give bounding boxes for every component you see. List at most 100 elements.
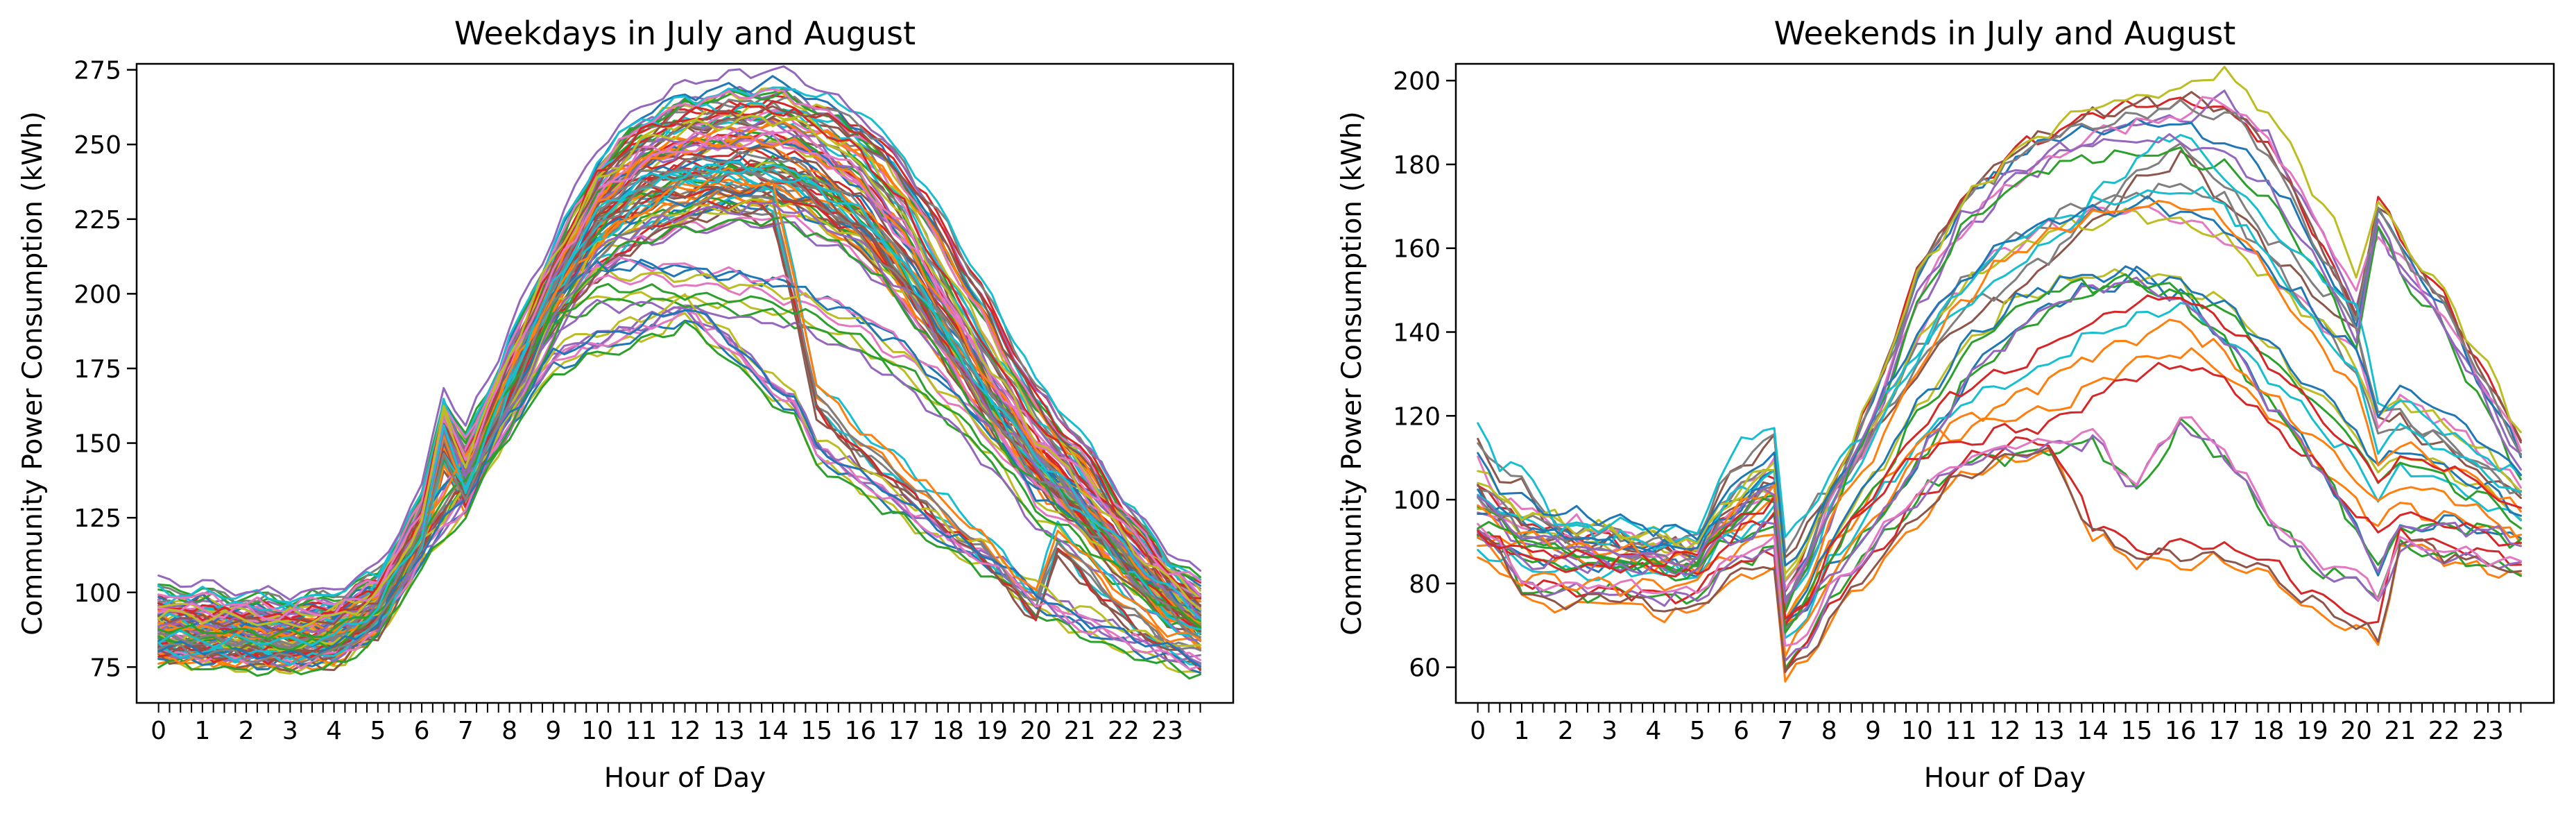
x-tick-label: 23 xyxy=(1151,717,1183,745)
series-line-107 xyxy=(157,133,1202,621)
series-line-13 xyxy=(1477,280,2522,628)
series-line-20 xyxy=(157,116,1202,616)
x-tick-label: 13 xyxy=(713,717,745,745)
x-tick-label: 6 xyxy=(1733,717,1749,745)
x-tick-label: 3 xyxy=(282,717,298,745)
x-tick-label: 9 xyxy=(1865,717,1881,745)
series-line-21 xyxy=(1477,265,2522,622)
y-tick-label: 100 xyxy=(1393,486,1441,515)
y-tick-label: 160 xyxy=(1393,235,1441,264)
weekday-y-axis-label: Community Power Consumption (kWh) xyxy=(17,111,49,635)
weekend-chart-title: Weekends in July and August xyxy=(1774,15,2236,52)
x-tick-label: 1 xyxy=(1514,717,1530,745)
x-tick-label: 22 xyxy=(2428,717,2460,745)
x-tick-label: 7 xyxy=(458,717,474,745)
x-tick-label: 4 xyxy=(1645,717,1661,745)
x-tick-label: 3 xyxy=(1602,717,1617,745)
series-line-104 xyxy=(157,102,1202,624)
x-tick-label: 8 xyxy=(1821,717,1837,745)
x-tick-label: 15 xyxy=(2121,717,2153,745)
x-tick-label: 23 xyxy=(2472,717,2504,745)
series-line-87 xyxy=(157,88,1202,613)
x-tick-label: 11 xyxy=(1945,717,1977,745)
series-line-47 xyxy=(157,135,1202,627)
y-tick-label: 100 xyxy=(74,579,121,608)
series-line-35 xyxy=(1477,133,2522,604)
y-tick-label: 180 xyxy=(1393,151,1441,180)
x-tick-label: 2 xyxy=(1558,717,1574,745)
series-line-108 xyxy=(157,171,1202,664)
series-line-15 xyxy=(1477,421,2522,662)
series-line-110 xyxy=(157,164,1202,648)
x-tick-label: 12 xyxy=(669,717,701,745)
y-tick-label: 250 xyxy=(74,131,121,160)
x-tick-label: 17 xyxy=(888,717,920,745)
x-tick-label: 10 xyxy=(581,717,613,745)
x-tick-label: 11 xyxy=(625,717,657,745)
series-line-26 xyxy=(157,182,1202,660)
y-tick-label: 75 xyxy=(89,654,121,682)
x-tick-label: 4 xyxy=(326,717,342,745)
y-tick-label: 120 xyxy=(1393,402,1441,431)
y-tick-label: 225 xyxy=(74,206,121,235)
x-tick-label: 20 xyxy=(1020,717,1052,745)
series-line-34 xyxy=(1477,294,2522,620)
series-line-18 xyxy=(1477,142,2522,554)
x-tick-label: 18 xyxy=(932,717,964,745)
y-tick-label: 60 xyxy=(1409,654,1441,683)
y-tick-label: 175 xyxy=(74,355,121,384)
y-tick-label: 200 xyxy=(1393,67,1441,96)
x-tick-label: 15 xyxy=(800,717,832,745)
x-tick-label: 6 xyxy=(414,717,430,745)
weekday-chart-title: Weekdays in July and August xyxy=(454,15,916,52)
x-tick-label: 9 xyxy=(545,717,561,745)
weekday-x-axis-label: Hour of Day xyxy=(604,763,766,794)
series-line-91 xyxy=(157,258,1202,628)
series-line-11 xyxy=(157,131,1202,631)
weekend-chart: Weekends in July and August Hour of Day … xyxy=(1337,15,2555,794)
series-line-75 xyxy=(157,65,1202,601)
series-line-14 xyxy=(1477,436,2522,673)
x-tick-label: 12 xyxy=(1989,717,2021,745)
series-line-99 xyxy=(157,104,1202,620)
x-tick-label: 21 xyxy=(2384,717,2416,745)
series-line-12 xyxy=(1477,347,2522,624)
x-tick-label: 8 xyxy=(501,717,517,745)
x-tick-label: 0 xyxy=(151,717,166,745)
x-tick-label: 21 xyxy=(1064,717,1096,745)
x-tick-label: 22 xyxy=(1108,717,1140,745)
series-line-9 xyxy=(1477,268,2522,628)
x-tick-label: 17 xyxy=(2208,717,2240,745)
series-line-33 xyxy=(1477,273,2522,634)
x-tick-label: 14 xyxy=(757,717,789,745)
x-tick-label: 10 xyxy=(1901,717,1933,745)
weekday-chart: Weekdays in July and August Hour of Day … xyxy=(17,15,1235,794)
series-line-70 xyxy=(157,86,1202,604)
x-tick-label: 20 xyxy=(2340,717,2372,745)
x-tick-label: 19 xyxy=(976,717,1008,745)
series-lines xyxy=(1477,65,2522,683)
weekend-x-axis-label: Hour of Day xyxy=(1924,763,2086,794)
weekend-y-axis-label: Community Power Consumption (kWh) xyxy=(1337,111,1368,635)
series-line-30 xyxy=(1477,134,2522,538)
x-tick-label: 1 xyxy=(194,717,210,745)
series-lines xyxy=(157,65,1202,680)
series-line-26 xyxy=(1477,446,2522,672)
x-tick-label: 16 xyxy=(2165,717,2197,745)
series-line-17 xyxy=(1477,96,2522,590)
series-line-106 xyxy=(157,105,1202,632)
series-line-65 xyxy=(157,306,1202,668)
series-line-22 xyxy=(1477,318,2522,658)
x-tick-label: 5 xyxy=(370,717,386,745)
series-line-90 xyxy=(157,169,1202,637)
y-tick-label: 80 xyxy=(1409,570,1441,599)
x-tick-label: 2 xyxy=(239,717,255,745)
y-tick-label: 200 xyxy=(74,280,121,309)
x-tick-label: 5 xyxy=(1690,717,1706,745)
series-line-10 xyxy=(1477,302,2522,639)
y-tick-label: 125 xyxy=(74,504,121,533)
series-line-25 xyxy=(1477,276,2522,631)
series-line-98 xyxy=(157,160,1202,649)
series-line-31 xyxy=(1477,195,2522,567)
